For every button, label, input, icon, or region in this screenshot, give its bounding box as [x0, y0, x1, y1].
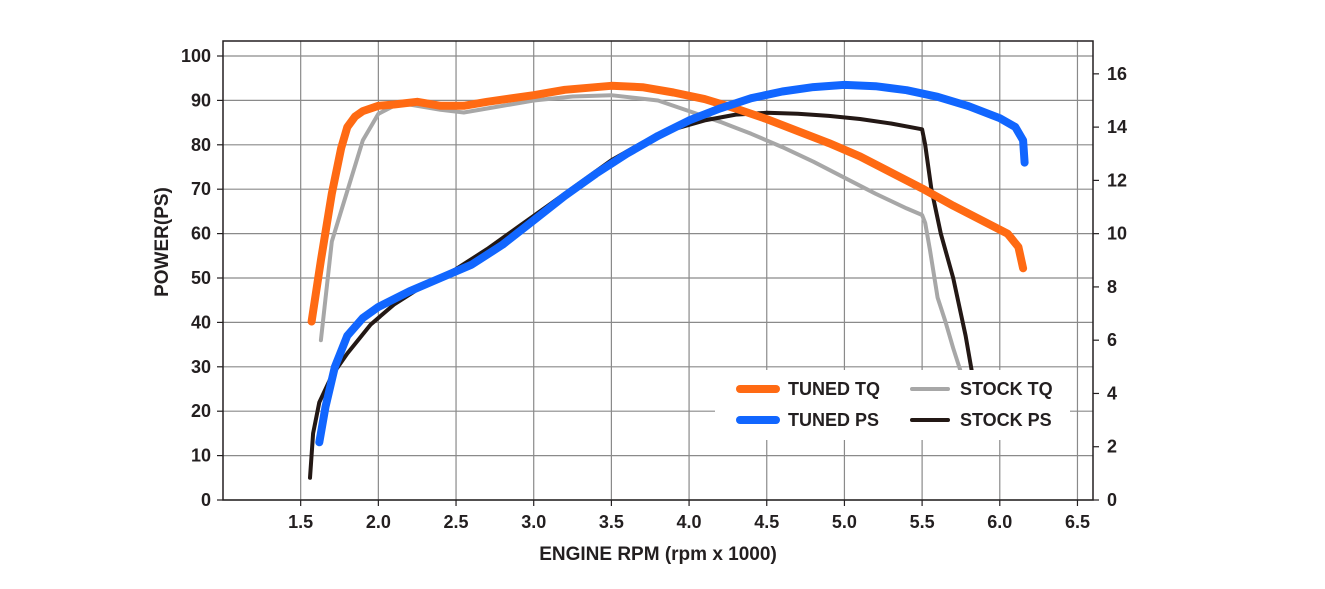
y-tick-label: 0 [201, 490, 211, 510]
legend-label-stock-ps: STOCK PS [960, 410, 1052, 430]
series [307, 80, 1029, 480]
y-tick-label: 100 [181, 46, 211, 66]
y-tick-label: 80 [191, 135, 211, 155]
x-tick-label: 6.5 [1065, 512, 1090, 532]
y-tick-label: 90 [191, 90, 211, 110]
y-tick-label: 30 [191, 357, 211, 377]
y2-tick-label: 6 [1107, 330, 1117, 350]
y2-tick-label: 2 [1107, 437, 1117, 457]
y2-tick-label: 4 [1107, 383, 1117, 403]
x-tick-label: 4.5 [754, 512, 779, 532]
x-tick-label: 5.5 [910, 512, 935, 532]
y-tick-label: 20 [191, 401, 211, 421]
right-axis-ticks: 0 2 4 6 8 10 12 14 16 [1093, 64, 1127, 510]
legend-label-tuned-ps: TUNED PS [788, 410, 879, 430]
series-line-tuned-ps [315, 80, 1029, 447]
y-axis-title: POWER(PS) [152, 187, 173, 297]
left-axis-ticks: 0 10 20 30 40 50 60 70 80 90 100 [181, 46, 223, 510]
y2-tick-label: 12 [1107, 170, 1127, 190]
plot-frame [222, 40, 1094, 501]
y2-tick-label: 0 [1107, 490, 1117, 510]
x-tick-label: 1.5 [288, 512, 313, 532]
legend-box [715, 370, 1070, 440]
series-line-tuned-tq [307, 81, 1028, 326]
y-tick-label: 40 [191, 312, 211, 332]
y-tick-label: 60 [191, 224, 211, 244]
x-axis-ticks: 1.5 2.0 2.5 3.0 3.5 4.0 4.5 5.0 5.5 6.0 6.5 [288, 500, 1090, 532]
y2-tick-label: 14 [1107, 117, 1127, 137]
x-tick-label: 2.5 [444, 512, 469, 532]
y-tick-label: 50 [191, 268, 211, 288]
legend-label-stock-tq: STOCK TQ [960, 379, 1053, 399]
x-tick-label: 4.0 [677, 512, 702, 532]
legend-label-tuned-tq: TUNED TQ [788, 379, 880, 399]
y-tick-label: 70 [191, 179, 211, 199]
y-tick-label: 10 [191, 446, 211, 466]
x-tick-label: 3.5 [599, 512, 624, 532]
x-tick-label: 2.0 [366, 512, 391, 532]
x-tick-label: 3.0 [521, 512, 546, 532]
x-tick-label: 6.0 [987, 512, 1012, 532]
x-tick-label: 5.0 [832, 512, 857, 532]
x-axis-title: ENGINE RPM (rpm x 1000) [539, 544, 777, 565]
legend: TUNED TQ TUNED PS STOCK TQ STOCK PS [736, 379, 1053, 430]
y2-tick-label: 16 [1107, 64, 1127, 84]
y2-tick-label: 10 [1107, 224, 1127, 244]
y2-tick-label: 8 [1107, 277, 1117, 297]
